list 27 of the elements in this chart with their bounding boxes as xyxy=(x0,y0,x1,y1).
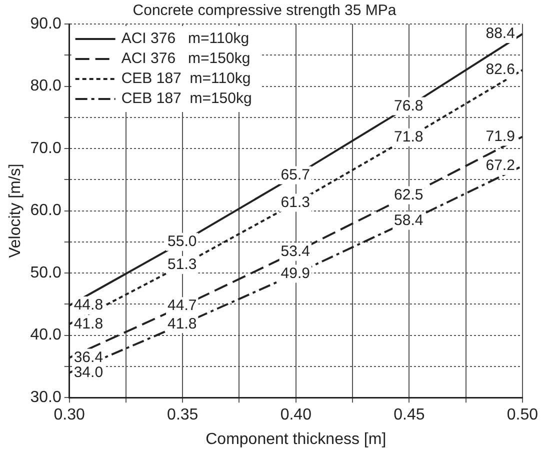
chart-title: Concrete compressive strength 35 MPa xyxy=(132,2,397,20)
legend-label: ACI 376 m=110kg xyxy=(121,30,250,48)
y-tick-label: 40.0 xyxy=(30,326,62,344)
data-label: 44.8 xyxy=(74,296,104,314)
y-tick-label: 70.0 xyxy=(30,140,62,157)
y-tick-label: 50.0 xyxy=(30,264,62,282)
data-label: 88.4 xyxy=(486,25,515,42)
data-label: 41.8 xyxy=(74,315,104,332)
data-label: 34.0 xyxy=(74,364,104,381)
y-tick-label: 30.0 xyxy=(30,389,62,406)
x-tick-label: 0.40 xyxy=(280,406,312,424)
x-tick-label: 0.30 xyxy=(54,406,86,424)
x-axis-title: Component thickness [m] xyxy=(206,430,386,448)
data-label: 82.6 xyxy=(486,61,515,78)
y-tick-label: 90.0 xyxy=(30,15,62,32)
legend-label: CEB 187 m=110kg xyxy=(121,70,251,88)
x-tick-label: 0.35 xyxy=(167,406,198,424)
y-axis-title: Velocity [m/s] xyxy=(7,164,24,258)
y-tick-label: 80.0 xyxy=(30,78,62,95)
x-tick-label: 0.45 xyxy=(394,406,425,424)
legend-label: CEB 187 m=150kg xyxy=(121,90,252,108)
x-tick-label: 0.50 xyxy=(506,406,538,424)
y-tick-label: 60.0 xyxy=(30,202,62,220)
data-label: 36.4 xyxy=(74,348,104,366)
data-label: 71.9 xyxy=(486,128,515,145)
data-label: 67.2 xyxy=(486,157,515,174)
legend-label: ACI 376 m=150kg xyxy=(121,50,250,68)
